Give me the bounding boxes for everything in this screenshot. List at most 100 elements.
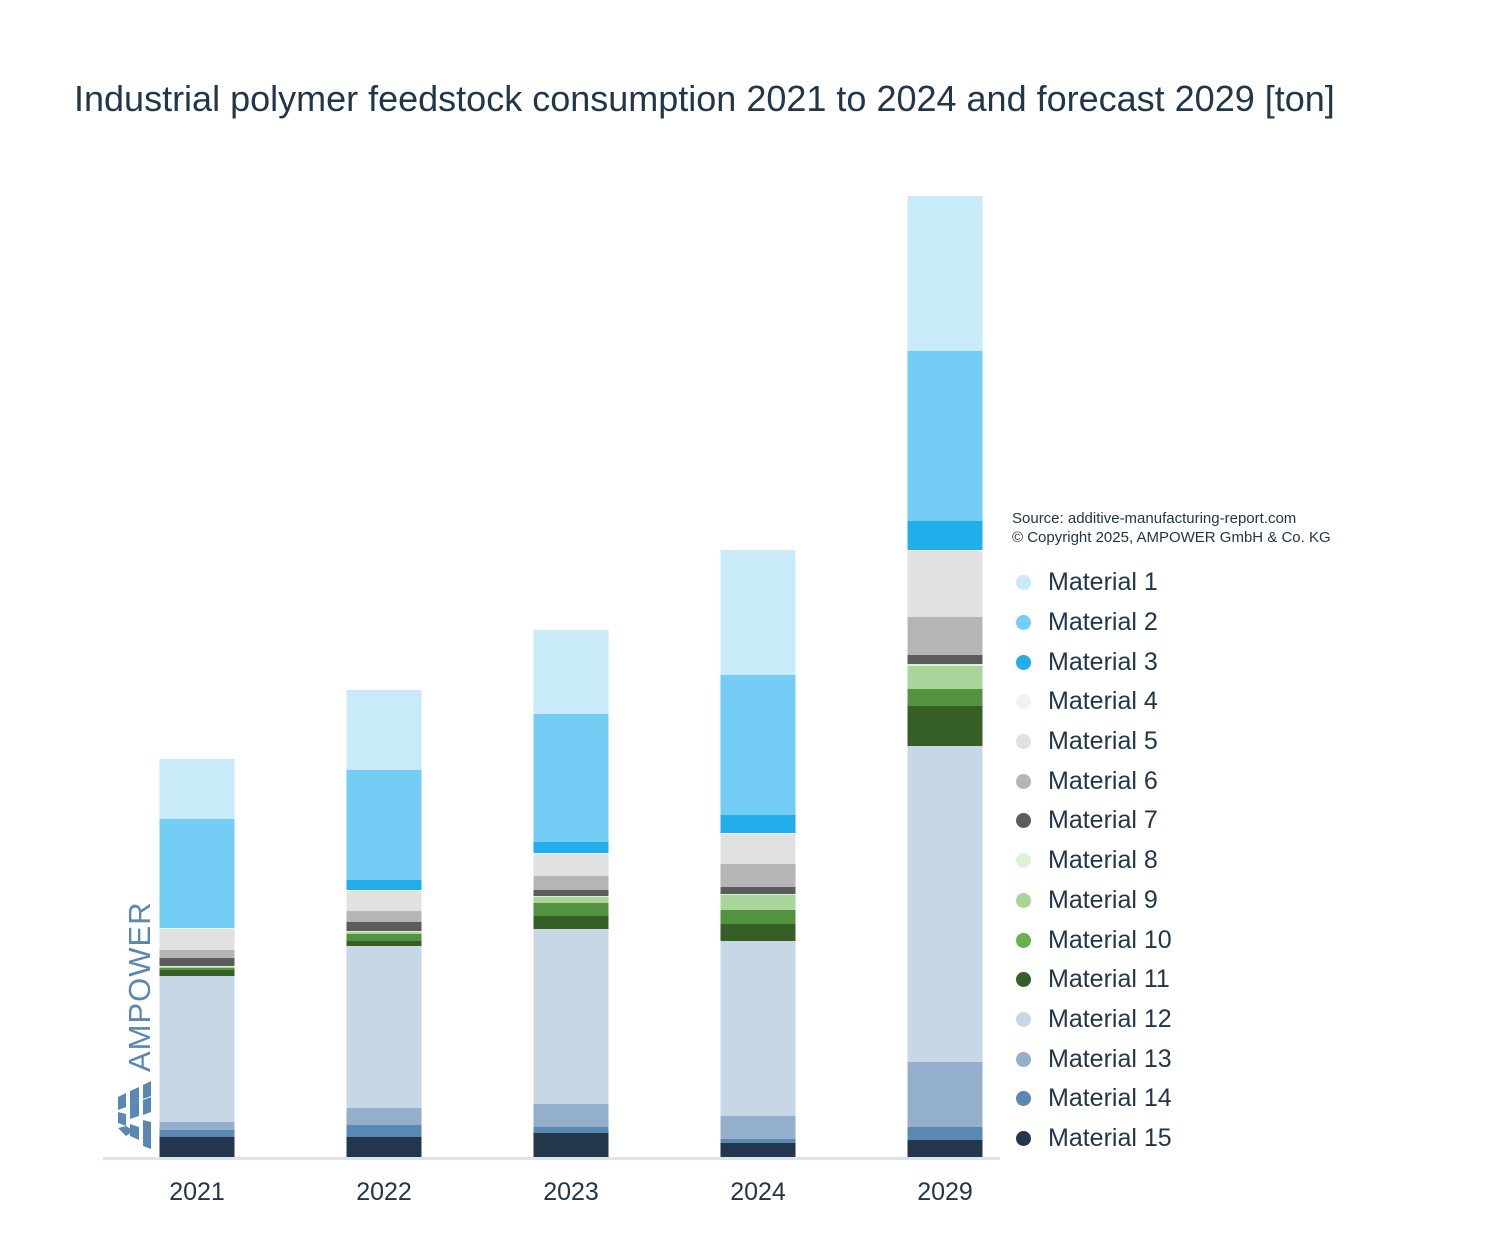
legend-item: Material 4 bbox=[1016, 682, 1172, 722]
bar-segment-material-4-2021 bbox=[159, 928, 235, 929]
x-tick-label: 2024 bbox=[730, 1178, 786, 1206]
legend-swatch-icon bbox=[1016, 1051, 1031, 1067]
bar-segment-material-13-2029 bbox=[907, 1062, 983, 1127]
stacked-bar-chart: 2021 2022 2023 2024 2029 bbox=[103, 196, 1000, 1206]
x-tick-label: 2022 bbox=[356, 1178, 412, 1206]
bar-segment-material-15-2024 bbox=[720, 1143, 796, 1157]
x-tick-label: 2029 bbox=[917, 1178, 973, 1206]
legend: Material 1 Material 2 Material 3 Material 4… bbox=[1016, 563, 1172, 1158]
bar-segment-material-2-2024 bbox=[720, 675, 796, 815]
legend-item: Material 3 bbox=[1016, 642, 1172, 682]
legend-label: Material 13 bbox=[1048, 1044, 1172, 1073]
bar-segment-material-6-2029 bbox=[907, 617, 983, 655]
bar-segment-material-14-2021 bbox=[159, 1130, 235, 1137]
legend-label: Material 7 bbox=[1048, 806, 1158, 835]
bar-segment-material-1-2023 bbox=[533, 630, 609, 714]
x-tick-label: 2021 bbox=[169, 1178, 225, 1206]
bar-segment-material-9-2022 bbox=[346, 932, 422, 934]
bar-segment-material-10-2024 bbox=[720, 910, 796, 924]
bar-segment-material-7-2021 bbox=[159, 958, 235, 966]
bar-segment-material-6-2024 bbox=[720, 864, 796, 887]
bar-segment-material-11-2024 bbox=[720, 924, 796, 941]
legend-item: Material 12 bbox=[1016, 1000, 1172, 1040]
bar-segment-material-6-2021 bbox=[159, 950, 235, 958]
bar-segment-material-1-2022 bbox=[346, 690, 422, 770]
bar-segment-material-1-2029 bbox=[907, 196, 983, 351]
legend-label: Material 10 bbox=[1048, 925, 1172, 954]
bar-segment-material-12-2024 bbox=[720, 941, 796, 1116]
bar-segment-material-10-2022 bbox=[346, 934, 422, 941]
bar-segment-material-13-2021 bbox=[159, 1122, 235, 1130]
legend-swatch-icon bbox=[1016, 972, 1031, 988]
bar-segment-material-14-2024 bbox=[720, 1139, 796, 1143]
source-note: Source: additive-manufacturing-report.co… bbox=[1012, 509, 1331, 547]
bar-segment-material-4-2022 bbox=[346, 890, 422, 891]
bar-segment-material-7-2022 bbox=[346, 922, 422, 931]
source-line: Source: additive-manufacturing-report.co… bbox=[1012, 510, 1297, 527]
bar-segment-material-11-2022 bbox=[346, 941, 422, 946]
bar-segment-material-7-2024 bbox=[720, 887, 796, 894]
legend-label: Material 12 bbox=[1048, 1004, 1172, 1033]
bar-segment-material-15-2029 bbox=[907, 1140, 983, 1157]
bar-segment-material-8-2024 bbox=[720, 894, 796, 895]
legend-label: Material 4 bbox=[1048, 687, 1158, 716]
bar-segment-material-4-2024 bbox=[720, 833, 796, 834]
bar-segment-material-5-2029 bbox=[907, 551, 983, 617]
bar-segment-material-11-2021 bbox=[159, 970, 235, 976]
legend-item: Material 14 bbox=[1016, 1079, 1172, 1119]
bar-segment-material-2-2023 bbox=[533, 714, 609, 842]
legend-swatch-icon bbox=[1016, 1011, 1031, 1027]
bar-segment-material-5-2022 bbox=[346, 891, 422, 911]
bar-segment-material-11-2023 bbox=[533, 916, 609, 929]
legend-label: Material 6 bbox=[1048, 766, 1158, 795]
legend-item: Material 8 bbox=[1016, 841, 1172, 881]
logo-mark-icon bbox=[118, 1081, 151, 1149]
legend-swatch-icon bbox=[1016, 1091, 1031, 1107]
bar-segment-material-6-2023 bbox=[533, 876, 609, 890]
legend-swatch-icon bbox=[1016, 615, 1031, 631]
bar-segment-material-15-2023 bbox=[533, 1133, 609, 1157]
legend-label: Material 1 bbox=[1048, 568, 1158, 597]
bar-segment-material-1-2021 bbox=[159, 759, 235, 819]
bar-segment-material-5-2023 bbox=[533, 854, 609, 876]
legend-swatch-icon bbox=[1016, 892, 1031, 908]
bar-segment-material-14-2029 bbox=[907, 1127, 983, 1140]
bar-segment-material-8-2022 bbox=[346, 931, 422, 932]
legend-swatch-icon bbox=[1016, 734, 1031, 750]
bar-segment-material-13-2024 bbox=[720, 1116, 796, 1139]
bar-segment-material-2-2022 bbox=[346, 770, 422, 880]
bar-segment-material-6-2022 bbox=[346, 911, 422, 922]
bar-segment-material-7-2023 bbox=[533, 890, 609, 896]
legend-label: Material 8 bbox=[1048, 846, 1158, 875]
legend-label: Material 15 bbox=[1048, 1123, 1172, 1152]
legend-item: Material 9 bbox=[1016, 881, 1172, 921]
bar-segment-material-14-2023 bbox=[533, 1127, 609, 1133]
bar-segment-material-4-2029 bbox=[907, 550, 983, 551]
legend-item: Material 10 bbox=[1016, 920, 1172, 960]
bar-segment-material-15-2021 bbox=[159, 1137, 235, 1157]
bar-segment-material-3-2022 bbox=[346, 880, 422, 890]
bar-segment-material-8-2021 bbox=[159, 966, 235, 967]
bar-segment-material-10-2029 bbox=[907, 689, 983, 706]
bar-segment-material-11-2029 bbox=[907, 706, 983, 746]
bar-segment-material-9-2021 bbox=[159, 967, 235, 968]
bar-segment-material-10-2021 bbox=[159, 968, 235, 970]
legend-item: Material 13 bbox=[1016, 1039, 1172, 1079]
bar-segment-material-8-2023 bbox=[533, 896, 609, 897]
legend-item: Material 7 bbox=[1016, 801, 1172, 841]
bar-segment-material-1-2024 bbox=[720, 550, 796, 675]
bar-segment-material-9-2024 bbox=[720, 895, 796, 910]
legend-label: Material 14 bbox=[1048, 1084, 1172, 1113]
legend-item: Material 1 bbox=[1016, 563, 1172, 603]
bar-segment-material-12-2029 bbox=[907, 746, 983, 1062]
bar-segment-material-3-2023 bbox=[533, 842, 609, 853]
legend-label: Material 5 bbox=[1048, 727, 1158, 756]
bar-segment-material-12-2021 bbox=[159, 976, 235, 1122]
legend-swatch-icon bbox=[1016, 654, 1031, 670]
bar-segment-material-10-2023 bbox=[533, 903, 609, 916]
bar-segment-material-13-2023 bbox=[533, 1104, 609, 1127]
bar-segment-material-12-2022 bbox=[346, 946, 422, 1108]
bar-segment-material-5-2024 bbox=[720, 834, 796, 864]
bar-segment-material-5-2021 bbox=[159, 929, 235, 950]
bar-segment-material-13-2022 bbox=[346, 1108, 422, 1125]
